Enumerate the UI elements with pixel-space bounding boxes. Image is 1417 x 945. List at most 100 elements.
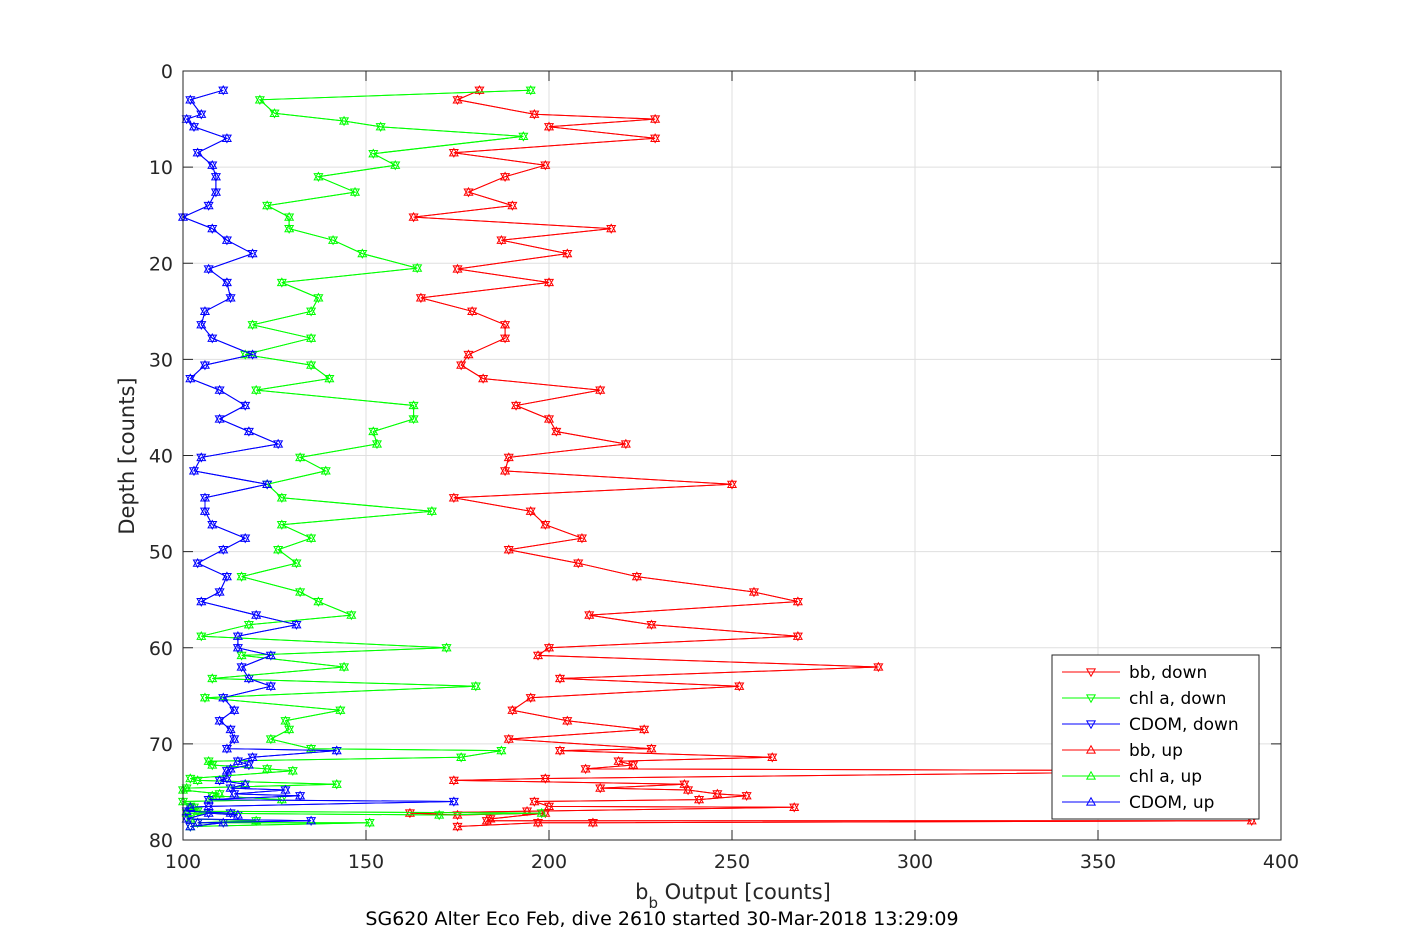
data-point [474, 85, 485, 94]
data-point [426, 506, 437, 515]
data-point [452, 821, 463, 831]
data-point [207, 673, 218, 683]
data-point [525, 85, 536, 94]
data-point [185, 802, 196, 811]
x-tick-label: 150 [348, 851, 384, 873]
data-point [199, 494, 211, 504]
data-point [412, 262, 423, 272]
data-point [613, 755, 624, 765]
data-point [225, 292, 236, 302]
data-point [434, 811, 445, 821]
data-point [470, 680, 481, 690]
data-point [463, 349, 474, 359]
data-point [229, 788, 240, 798]
data-point [543, 413, 555, 423]
legend-label: CDOM, down [1129, 715, 1239, 735]
data-point [225, 725, 236, 735]
data-point [327, 234, 339, 244]
data-point [181, 782, 192, 792]
data-point [203, 200, 214, 210]
data-point [291, 619, 302, 629]
data-point [262, 201, 273, 211]
data-point [741, 790, 752, 800]
data-point [295, 452, 306, 462]
data-point [221, 572, 232, 582]
data-point [338, 115, 350, 125]
data-point [540, 159, 551, 169]
data-point [196, 109, 207, 118]
data-point [606, 223, 617, 233]
data-point [434, 809, 445, 819]
data-point [543, 642, 555, 652]
data-point [650, 133, 661, 142]
data-point [203, 801, 214, 811]
data-point [496, 234, 507, 244]
data-point [225, 782, 236, 792]
data-point [646, 743, 657, 753]
data-point [192, 149, 203, 158]
data-point [503, 544, 514, 554]
data-point [254, 94, 265, 104]
data-point [540, 519, 551, 529]
data-point [199, 306, 211, 315]
data-point [295, 453, 306, 463]
data-point [306, 306, 317, 315]
data-point [543, 644, 555, 653]
data-point [214, 715, 225, 725]
data-point [748, 586, 760, 596]
legend-item-chl-a-down: chl a, down [1062, 689, 1226, 709]
legend-label: chl a, down [1129, 689, 1226, 709]
data-point [192, 775, 203, 785]
data-point [236, 661, 247, 671]
data-point [273, 544, 284, 554]
data-point [240, 532, 251, 542]
data-point [792, 631, 803, 640]
data-point [313, 294, 324, 304]
legend-item-bb-down: bb, down [1062, 663, 1207, 683]
legend-label: chl a, up [1129, 767, 1202, 787]
x-tick-label: 200 [531, 851, 567, 873]
legend-item-cdom-down: CDOM, down [1062, 715, 1239, 735]
data-point [273, 546, 284, 555]
data-point [181, 813, 192, 823]
data-point [1246, 815, 1257, 825]
data-point [532, 817, 544, 827]
data-point [225, 763, 236, 773]
data-point [181, 807, 192, 817]
legend-swatch-marker [1085, 770, 1097, 780]
data-point [199, 492, 211, 502]
series-cdom-up [177, 85, 459, 831]
data-point [313, 171, 324, 181]
data-point [456, 752, 467, 761]
data-point [232, 632, 243, 642]
data-point [199, 307, 211, 317]
data-point [284, 213, 295, 223]
data-point [467, 306, 478, 315]
data-point [210, 171, 222, 181]
data-point [196, 319, 207, 329]
data-point [510, 400, 522, 410]
data-point [221, 277, 232, 287]
data-point [185, 94, 196, 104]
data-point [214, 717, 225, 727]
data-point [276, 519, 287, 529]
y-tick-label: 10 [149, 157, 173, 179]
axis-ticks: 100 150 200 250 300 350 400 0 10 20 30 40 50 60 70 80 [149, 61, 1299, 873]
data-point [199, 692, 211, 702]
data-point [214, 386, 225, 396]
data-point [452, 94, 463, 104]
data-point [631, 571, 642, 581]
data-point [525, 507, 536, 517]
data-point [221, 767, 232, 776]
data-point [540, 773, 551, 783]
data-point [371, 438, 383, 448]
data-point [521, 805, 533, 815]
data-point [214, 586, 225, 596]
data-point [500, 465, 511, 475]
data-point [500, 171, 511, 181]
data-point [554, 673, 566, 683]
data-point [287, 765, 298, 775]
data-point [628, 759, 639, 769]
data-point [210, 186, 222, 196]
